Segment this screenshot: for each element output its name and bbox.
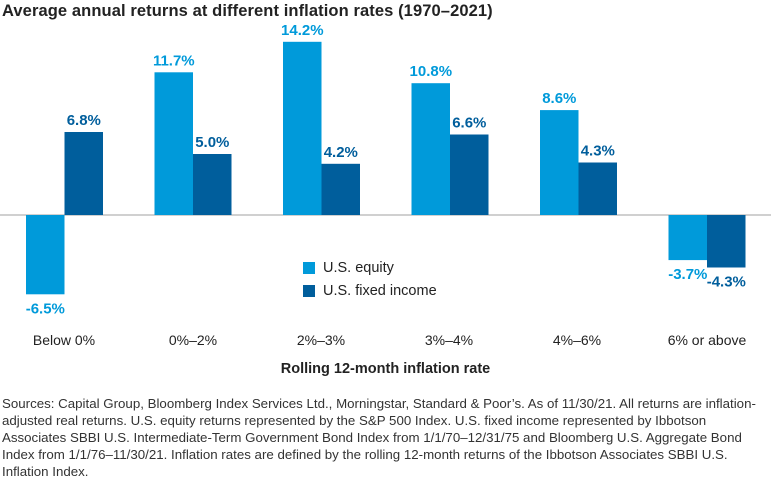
bar-fixed-income bbox=[578, 162, 617, 215]
legend-label-equity: U.S. equity bbox=[323, 259, 394, 276]
data-label-equity: 11.7% bbox=[153, 52, 195, 69]
footnote: Sources: Capital Group, Bloomberg Index … bbox=[2, 396, 756, 479]
x-tick-label: 0%–2% bbox=[168, 332, 218, 348]
bar-equity bbox=[668, 215, 707, 261]
bar-fixed-income bbox=[193, 154, 232, 215]
x-tick-label: 2%–3% bbox=[296, 332, 346, 348]
bar-equity bbox=[411, 83, 450, 215]
data-label-fixed-income: 4.2% bbox=[324, 144, 358, 161]
data-label-fixed-income: 4.3% bbox=[581, 143, 615, 160]
bar-equity bbox=[154, 72, 193, 215]
data-label-fixed-income: 6.8% bbox=[67, 112, 101, 129]
data-label-equity: 10.8% bbox=[410, 63, 453, 80]
bar-fixed-income bbox=[707, 215, 746, 268]
x-tick-label: 3%–4% bbox=[424, 332, 474, 348]
x-tick-label: 6% or above bbox=[667, 332, 747, 348]
legend-swatch-fixed-income bbox=[303, 284, 315, 297]
bar-fixed-income bbox=[321, 163, 360, 215]
bar-chart: -6.5% 6.8% 11.7% 5.0% 14.2% 4.2% 10.8% 6.6% 8.6%… bbox=[0, 22, 771, 317]
legend: U.S. equity U.S. fixed income bbox=[303, 256, 437, 302]
data-label-fixed-income: 6.6% bbox=[452, 115, 486, 132]
x-tick-label: 4%–6% bbox=[552, 332, 602, 348]
data-label-fixed-income: 5.0% bbox=[195, 134, 229, 151]
data-label-equity: -6.5% bbox=[26, 300, 65, 317]
chart-title: Average annual returns at different infl… bbox=[2, 2, 493, 20]
bar-equity bbox=[26, 215, 65, 295]
legend-label-fixed-income: U.S. fixed income bbox=[323, 282, 437, 299]
bar-equity bbox=[283, 41, 322, 215]
legend-item-fixed-income: U.S. fixed income bbox=[303, 279, 437, 302]
data-label-equity: -3.7% bbox=[668, 266, 707, 283]
bar-fixed-income bbox=[450, 134, 489, 215]
x-tick-label: Below 0% bbox=[32, 332, 96, 348]
data-label-equity: 8.6% bbox=[542, 90, 576, 107]
legend-item-equity: U.S. equity bbox=[303, 256, 437, 279]
data-label-equity: 14.2% bbox=[281, 22, 324, 39]
bar-equity bbox=[540, 110, 579, 215]
bar-fixed-income bbox=[64, 132, 103, 215]
x-axis-title: Rolling 12-month inflation rate bbox=[280, 361, 491, 377]
data-label-fixed-income: -4.3% bbox=[707, 274, 746, 291]
legend-swatch-equity bbox=[303, 261, 315, 274]
